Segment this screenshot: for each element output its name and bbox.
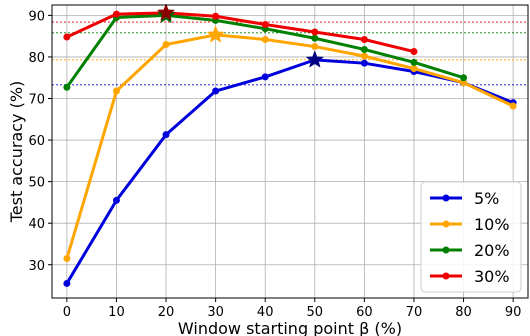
x-ticks: 0 10 20 30 40 50 60 70 80 90 [63, 298, 522, 320]
best-markers [156, 3, 325, 68]
legend-swatch-point [442, 194, 450, 202]
x-tick-label: 30 [207, 305, 224, 320]
legend-label: 10% [474, 215, 510, 234]
data-point [311, 34, 319, 42]
data-point [112, 87, 120, 95]
y-tick-label: 80 [28, 51, 45, 66]
series-line [65, 33, 514, 259]
data-point [112, 10, 120, 18]
legend-swatch-point [442, 272, 450, 280]
y-tick-label: 40 [28, 217, 45, 232]
legend-swatch-point [442, 220, 450, 228]
data-point [112, 196, 120, 204]
y-axis-label: Test accuracy (%) [7, 81, 26, 224]
data-point [360, 45, 368, 53]
data-point [63, 279, 71, 287]
data-point [410, 58, 418, 66]
data-point [261, 73, 269, 81]
data-series [63, 9, 517, 287]
x-tick-label: 60 [356, 305, 373, 320]
best-star-marker [206, 25, 225, 43]
data-point [360, 59, 368, 67]
data-point [460, 74, 468, 82]
y-tick-label: 50 [28, 176, 45, 191]
data-point [460, 79, 468, 87]
data-point [311, 43, 319, 51]
data-point [212, 87, 220, 95]
plot-frame [51, 4, 529, 299]
y-tick-label: 70 [28, 93, 45, 108]
legend-swatch-point [442, 246, 450, 254]
y-tick-label: 60 [28, 134, 45, 149]
data-point [63, 255, 71, 263]
x-tick-label: 40 [257, 305, 274, 320]
data-point [261, 35, 269, 43]
data-point [162, 131, 170, 139]
legend: 5% 10% 20% 30% [420, 181, 522, 293]
series-line [66, 11, 415, 54]
x-tick-label: 90 [505, 305, 522, 320]
data-point [410, 48, 418, 56]
data-point [360, 35, 368, 43]
x-axis-label: Window starting point β (%) [178, 319, 402, 336]
legend-label: 20% [474, 241, 510, 260]
y-tick-label: 30 [28, 259, 45, 274]
legend-box [420, 181, 522, 293]
data-point [63, 33, 71, 41]
legend-label: 5% [474, 189, 499, 208]
data-point [509, 102, 517, 110]
x-tick-label: 0 [63, 305, 71, 320]
x-tick-label: 20 [158, 305, 175, 320]
data-point [410, 65, 418, 73]
x-tick-label: 80 [455, 305, 472, 320]
data-point [162, 40, 170, 48]
data-point [311, 28, 319, 36]
y-ticks: 30 40 50 60 70 80 90 [28, 9, 52, 274]
best-star-marker [305, 50, 325, 68]
x-tick-label: 10 [108, 305, 125, 320]
best-star-marker [156, 3, 176, 21]
data-point [261, 21, 269, 29]
data-point [63, 83, 71, 91]
y-tick-label: 90 [28, 9, 45, 24]
data-point [212, 12, 220, 20]
legend-label: 30% [474, 267, 510, 286]
x-tick-label: 50 [307, 305, 324, 320]
data-point [360, 52, 368, 60]
x-tick-label: 70 [406, 305, 423, 320]
